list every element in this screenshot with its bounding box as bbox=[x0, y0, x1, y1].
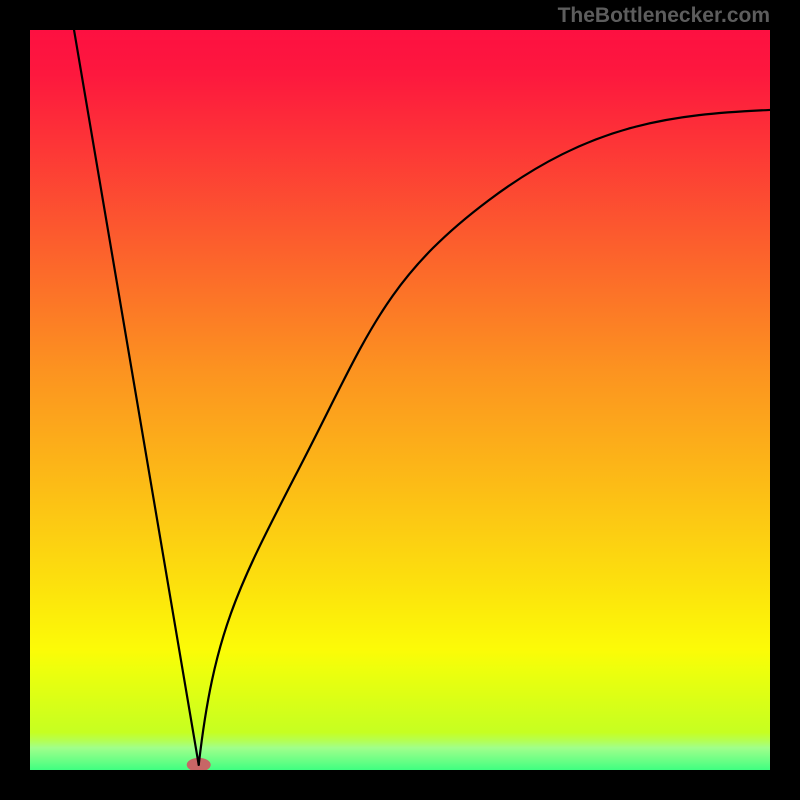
watermark-text: TheBottlenecker.com bbox=[558, 4, 770, 28]
chart-container: TheBottlenecker.com bbox=[0, 0, 800, 800]
left-diagonal bbox=[74, 30, 199, 765]
right-curve bbox=[199, 110, 770, 765]
curve-layer bbox=[30, 30, 770, 770]
plot-area bbox=[30, 30, 770, 770]
